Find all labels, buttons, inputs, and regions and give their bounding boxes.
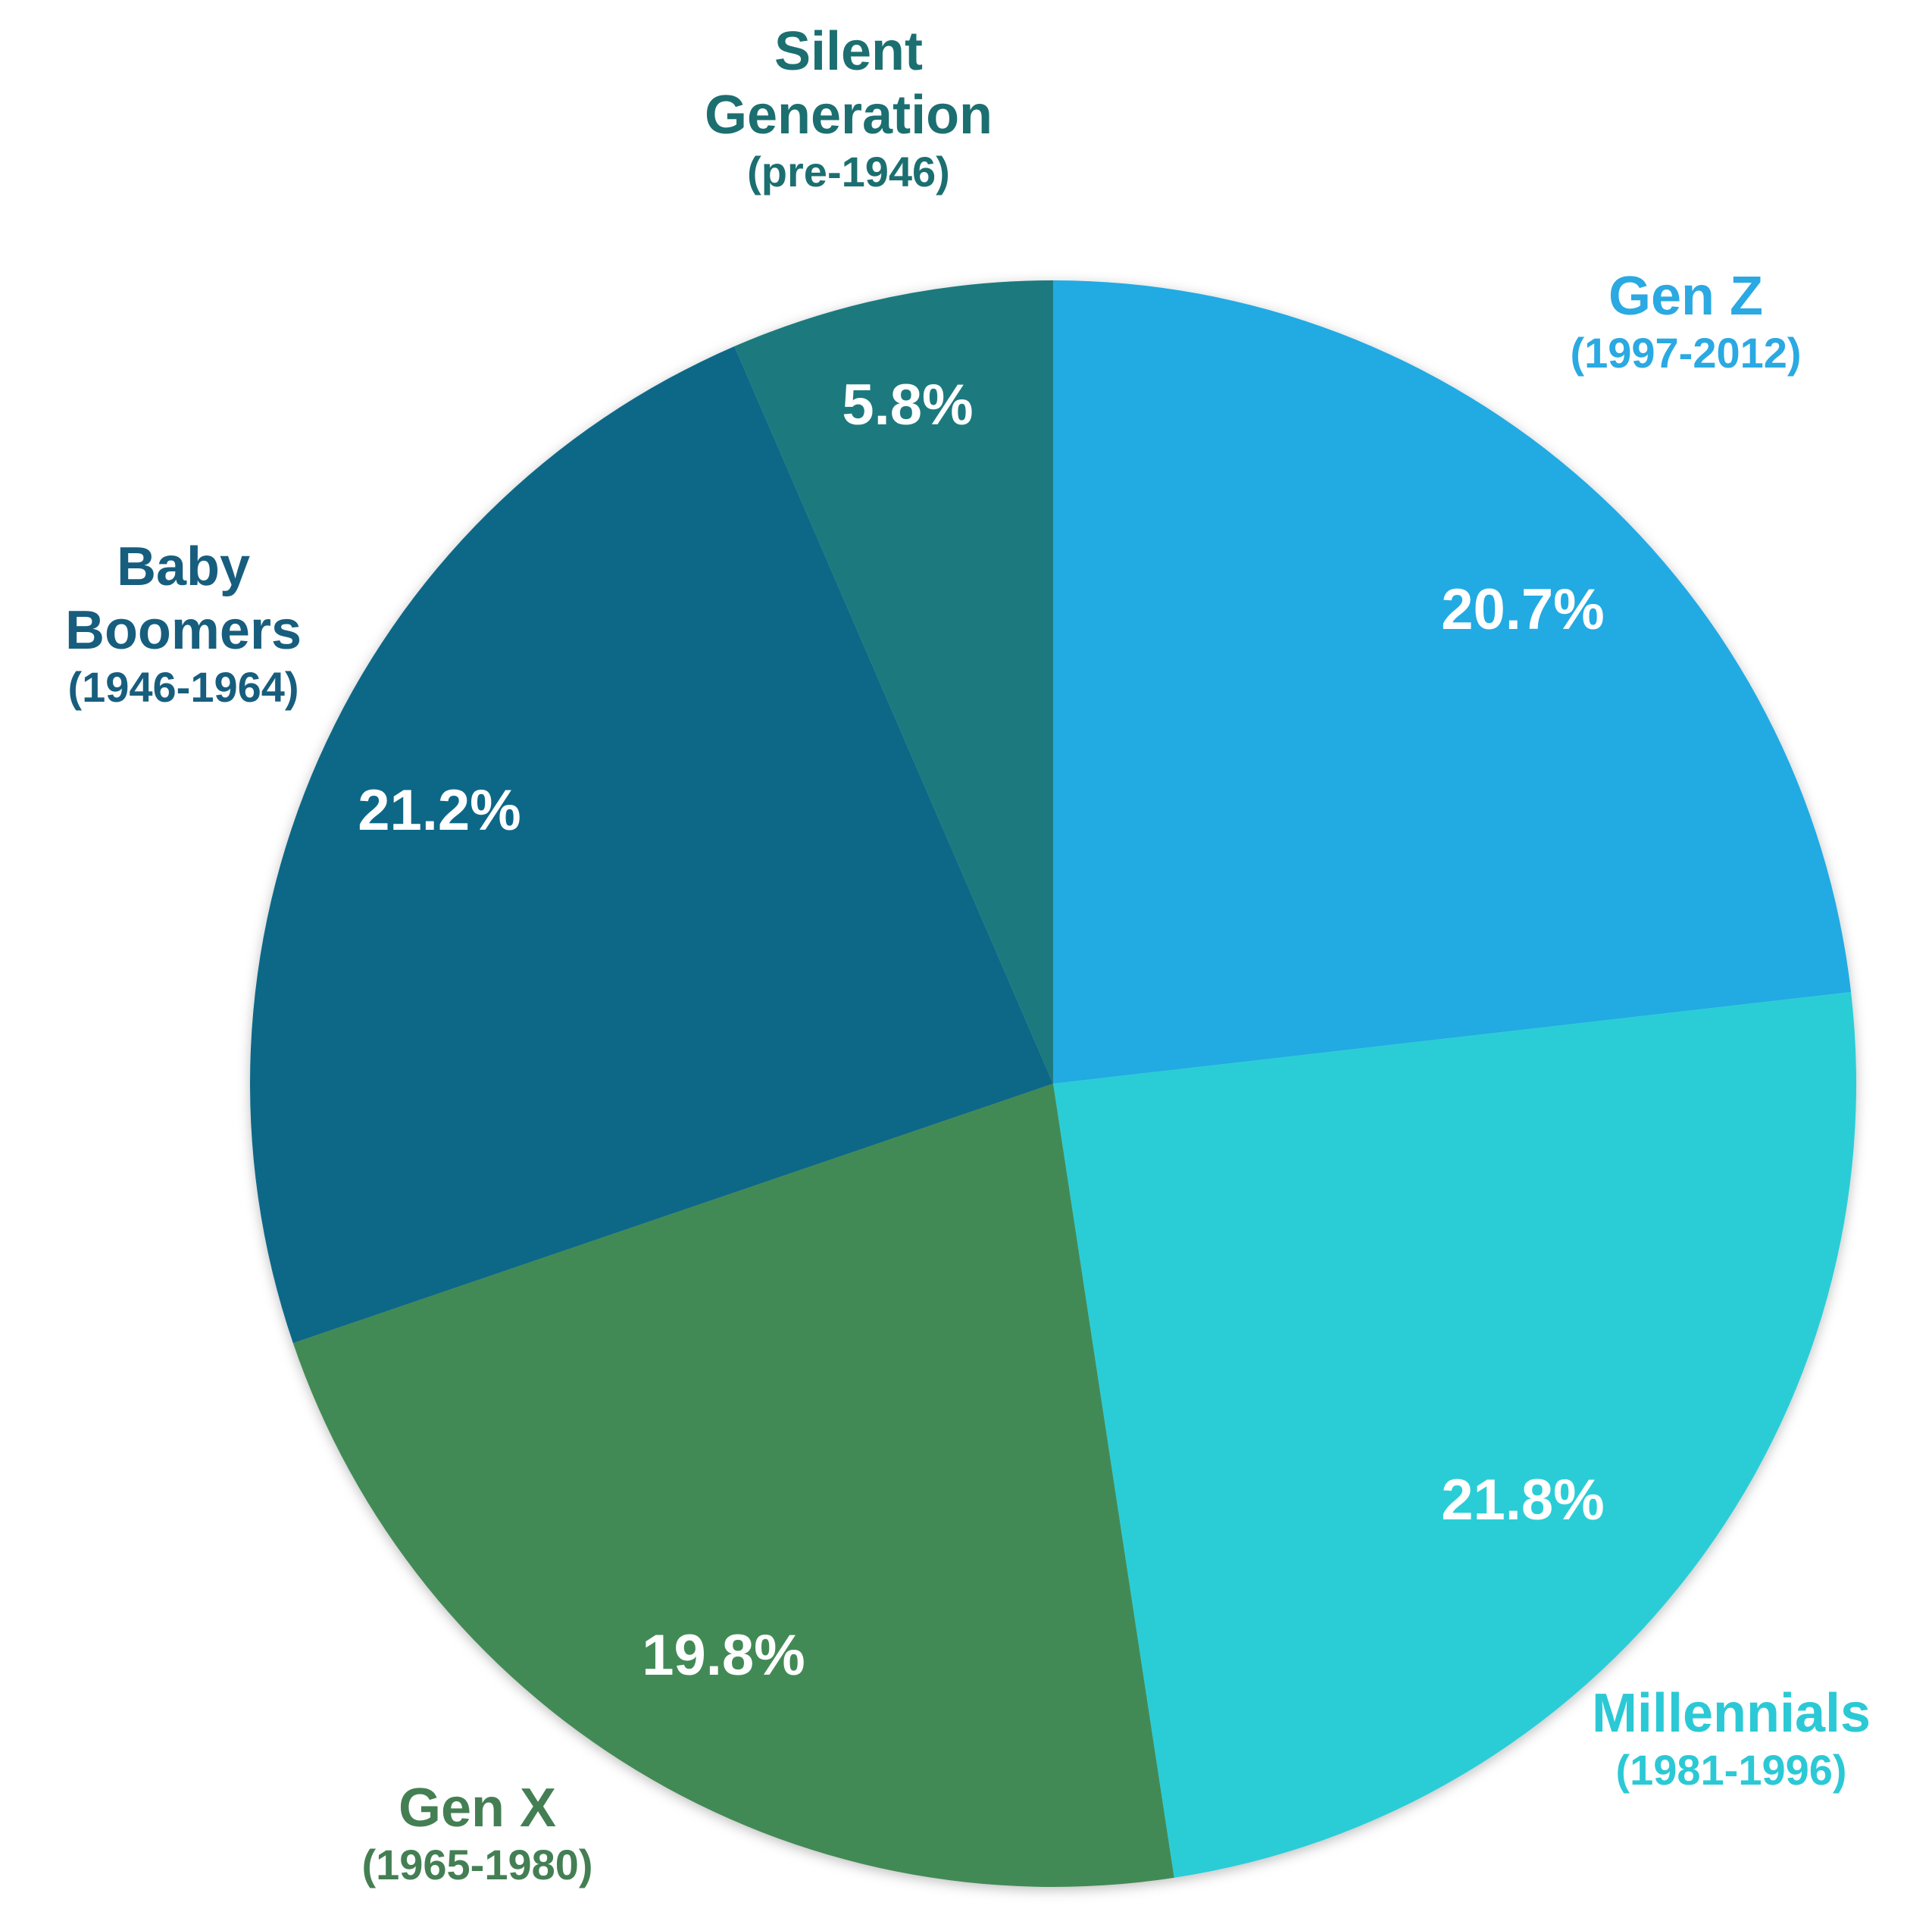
category-years: (1981-1996) [1615, 1746, 1846, 1794]
category-name: Gen X [399, 1778, 556, 1838]
category-name: Silent [774, 21, 923, 82]
slice-value-label: 21.8% [1441, 1468, 1605, 1532]
category-label: Millennials(1981-1996) [1592, 1683, 1871, 1794]
category-years: (1997-2012) [1570, 329, 1801, 377]
category-years: (1946-1964) [67, 663, 299, 711]
pie-slice [1053, 280, 1852, 1084]
category-name: Gen Z [1608, 266, 1763, 327]
category-label: Gen X(1965-1980) [361, 1778, 592, 1888]
slice-value-label: 5.8% [842, 373, 973, 437]
category-name: Baby [117, 537, 250, 597]
pie-slices [250, 280, 1857, 1887]
pie-slice [734, 280, 1053, 1084]
pie-slice [250, 346, 1054, 1344]
category-name: Boomers [65, 600, 302, 661]
slice-value-label: 19.8% [642, 1623, 805, 1688]
category-label: Gen Z(1997-2012) [1570, 266, 1801, 377]
category-years: (1965-1980) [361, 1841, 592, 1888]
pie-slice [1053, 992, 1857, 1878]
pie-category-labels: Gen Z(1997-2012) Millennials(1981-1996) Ge… [65, 21, 1871, 1888]
pie-value-labels: 20.7% 21.8% 19.8% 21.2% 5.8% [358, 373, 1605, 1688]
category-name: Generation [705, 85, 993, 145]
category-name: Millennials [1592, 1683, 1871, 1744]
slice-value-label: 21.2% [358, 778, 521, 843]
slice-value-label: 20.7% [1441, 577, 1605, 642]
category-years: (pre-1946) [747, 148, 950, 196]
pie-slice [292, 1084, 1174, 1887]
